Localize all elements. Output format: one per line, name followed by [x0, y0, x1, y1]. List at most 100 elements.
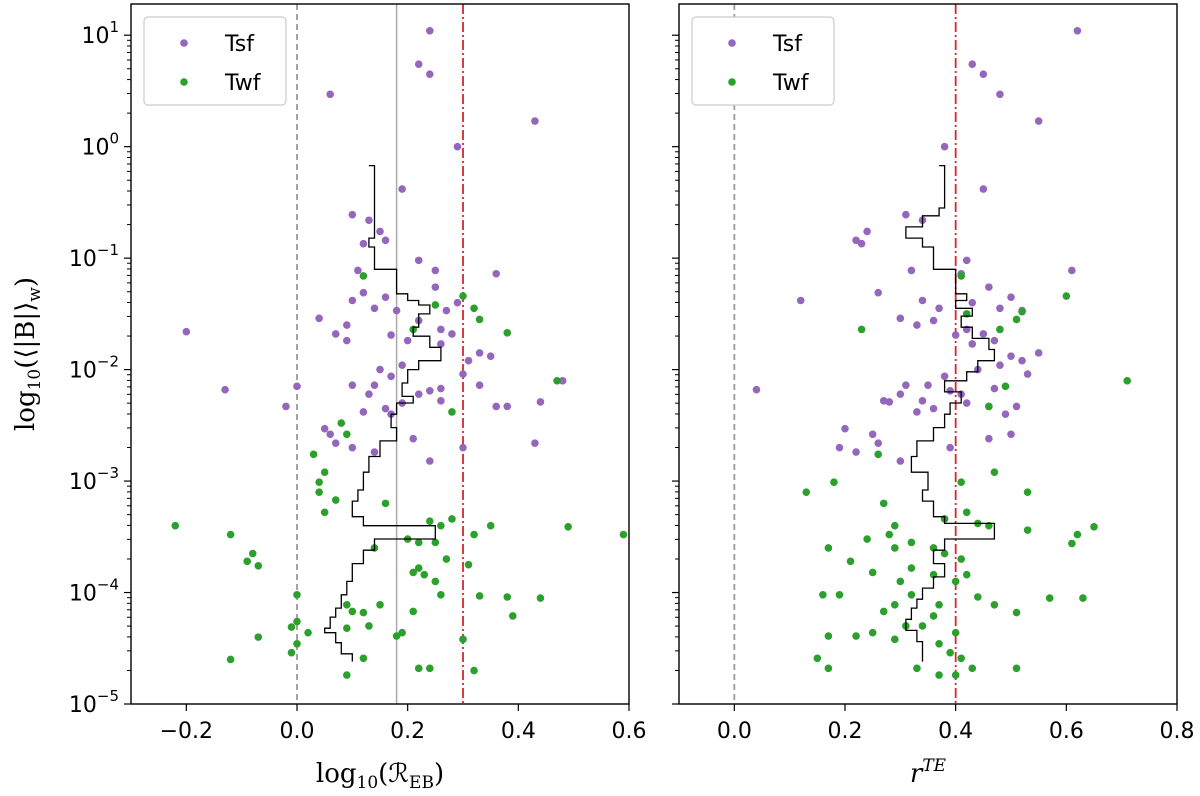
- y-tick-label: 10−4: [69, 576, 119, 607]
- x-axis-label-part: 10: [357, 773, 379, 793]
- series-twf: [171, 272, 628, 679]
- point-tsf-9: [376, 227, 384, 236]
- legend-label-tsf: Tsf: [224, 32, 255, 57]
- point-tsf-60: [835, 443, 844, 452]
- point-twf-34: [846, 557, 855, 566]
- point-tsf-13: [431, 266, 440, 275]
- point-twf-9: [337, 419, 346, 427]
- point-tsf-16: [359, 288, 368, 297]
- point-tsf-35: [475, 349, 484, 357]
- point-tsf-2: [426, 70, 434, 79]
- point-tsf-4: [531, 117, 539, 125]
- x-tick-label: 0.0: [717, 719, 752, 744]
- y-tick-base: 10: [81, 24, 109, 49]
- point-tsf-58: [1007, 430, 1015, 439]
- point-tsf-39: [940, 372, 949, 381]
- point-twf-35: [409, 568, 418, 577]
- point-twf-15: [879, 499, 888, 508]
- point-twf-65: [226, 655, 235, 664]
- point-tsf-6: [398, 185, 406, 193]
- point-tsf-25: [315, 314, 323, 323]
- point-tsf-0: [1073, 26, 1082, 35]
- point-tsf-12: [962, 256, 971, 265]
- point-twf-6: [857, 325, 866, 334]
- point-twf-68: [935, 671, 943, 679]
- point-tsf-61: [985, 434, 993, 443]
- point-tsf-64: [946, 443, 954, 452]
- y-tick-exponent: −1: [97, 241, 119, 259]
- point-twf-13: [315, 478, 323, 486]
- point-twf-11: [990, 468, 999, 476]
- point-twf-51: [293, 617, 301, 626]
- point-twf-44: [974, 593, 982, 601]
- point-twf-8: [985, 402, 993, 411]
- point-tsf-49: [475, 381, 484, 390]
- point-twf-38: [420, 570, 429, 579]
- x-axis-label-part: EB: [409, 773, 434, 793]
- point-tsf-9: [863, 227, 871, 236]
- point-twf-29: [891, 544, 899, 552]
- point-tsf-31: [968, 340, 977, 348]
- point-tsf-3: [996, 90, 1004, 99]
- point-twf-46: [348, 607, 357, 616]
- point-tsf-68: [426, 457, 434, 465]
- point-tsf-17: [381, 293, 390, 301]
- point-twf-50: [1012, 608, 1021, 617]
- point-twf-64: [426, 664, 434, 673]
- point-tsf-11: [359, 239, 368, 248]
- point-twf-59: [891, 635, 899, 644]
- y-axis-label-part: (⟨|B|⟩: [11, 302, 41, 369]
- point-twf-10: [343, 430, 351, 439]
- point-tsf-26: [343, 321, 351, 329]
- point-twf-66: [343, 671, 351, 679]
- x-axis-label-part: ): [434, 759, 444, 789]
- point-tsf-17: [985, 283, 993, 291]
- point-tsf-34: [1007, 352, 1015, 361]
- point-tsf-1: [414, 60, 423, 68]
- legend-label-twf: Twf: [772, 71, 810, 96]
- point-tsf-10: [381, 236, 390, 245]
- y-tick-base: 10: [69, 359, 97, 384]
- point-twf-12: [320, 468, 329, 476]
- point-tsf-1: [968, 60, 977, 68]
- point-tsf-19: [796, 296, 805, 305]
- point-twf-52: [287, 623, 296, 631]
- plot-frame: [678, 3, 1178, 705]
- series-tsf: [182, 26, 567, 465]
- point-tsf-45: [896, 390, 905, 398]
- point-twf-48: [935, 600, 943, 609]
- point-twf-69: [951, 671, 960, 679]
- point-tsf-63: [331, 439, 340, 447]
- point-tsf-62: [852, 448, 860, 456]
- point-tsf-18: [431, 283, 440, 291]
- x-axis-label-part: (ℛ: [378, 759, 409, 789]
- point-tsf-47: [365, 390, 373, 398]
- x-axis-label-part: r: [910, 759, 924, 789]
- y-tick-label: 10−3: [69, 464, 119, 495]
- point-tsf-21: [968, 298, 977, 307]
- point-tsf-15: [492, 269, 501, 278]
- point-tsf-35: [1018, 356, 1026, 365]
- point-twf-28: [824, 544, 833, 552]
- point-twf-14: [802, 488, 811, 497]
- point-twf-36: [868, 568, 877, 577]
- point-twf-9: [1001, 382, 1010, 391]
- point-tsf-52: [1012, 402, 1021, 411]
- point-twf-10: [874, 450, 882, 459]
- point-tsf-48: [962, 399, 971, 407]
- right-panel: 0.0 0.2 0.4 0.6 0.8 rTE Tsf Twf: [672, 3, 1195, 789]
- point-twf-0: [359, 272, 368, 280]
- point-twf-17: [320, 508, 329, 517]
- y-tick-label: 100: [81, 130, 119, 161]
- point-tsf-20: [918, 296, 927, 305]
- point-tsf-40: [924, 381, 932, 390]
- point-tsf-43: [946, 386, 954, 395]
- plot-frame: [130, 3, 630, 705]
- point-twf-60: [935, 640, 943, 648]
- point-twf-55: [868, 628, 877, 637]
- y-tick-exponent: 1: [109, 18, 119, 36]
- point-tsf-53: [381, 404, 390, 413]
- point-tsf-53: [885, 398, 894, 406]
